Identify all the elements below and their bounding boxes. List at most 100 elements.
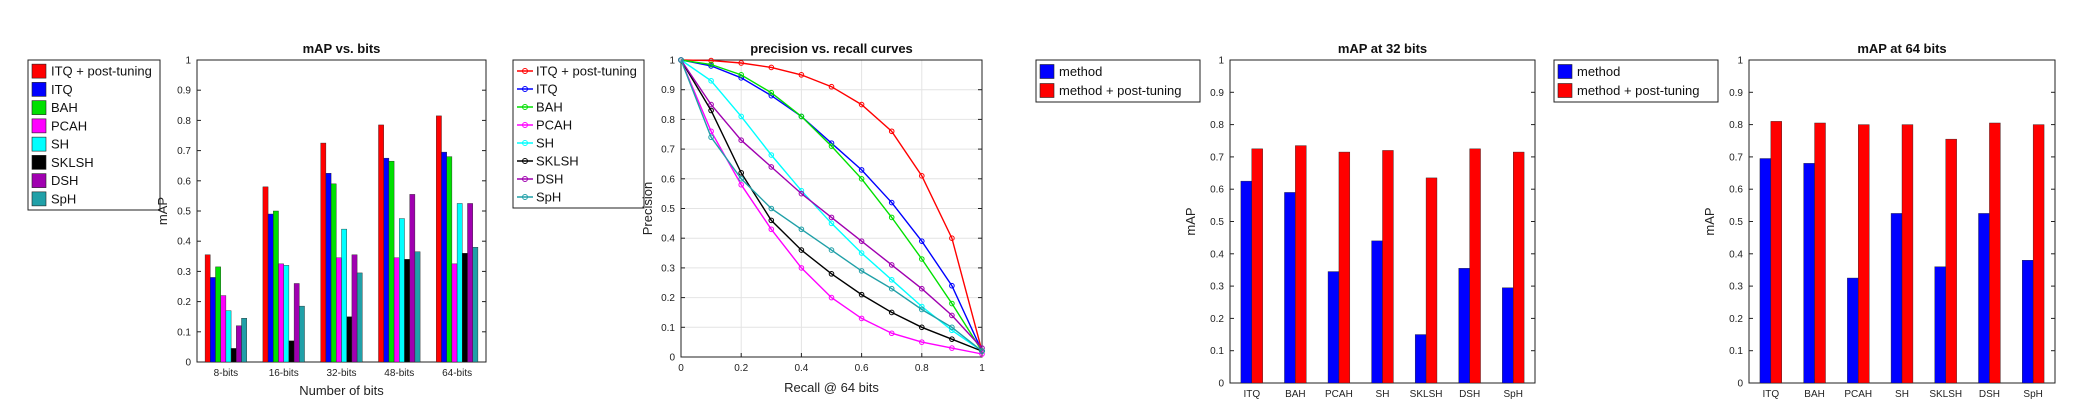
legend-label: BAH [536, 100, 563, 115]
bar [283, 265, 290, 363]
x-tick-label: 48-bits [384, 368, 414, 379]
data-point [949, 324, 955, 331]
data-point [738, 72, 745, 78]
data-point [798, 226, 805, 233]
y-tick-label: 0.1 [1729, 346, 1743, 357]
bar [225, 310, 232, 363]
legend-swatch [31, 173, 47, 188]
y-tick-label: 0.9 [661, 85, 675, 96]
data-point [888, 276, 895, 283]
legend-swatch [31, 118, 47, 134]
bar [1803, 163, 1815, 384]
data-point [919, 173, 925, 179]
x-tick-label: 8-bits [214, 368, 238, 379]
bar [1513, 151, 1525, 384]
x-tick-label: 1 [979, 363, 985, 374]
legend-label: DSH [536, 172, 563, 187]
bar [462, 253, 468, 363]
bar [1371, 240, 1383, 384]
y-tick-label: 0.5 [177, 207, 191, 218]
data-point [828, 247, 835, 253]
bar [388, 160, 395, 363]
y-tick-label: 0.4 [1729, 249, 1743, 260]
series-line [680, 59, 983, 352]
data-point [949, 336, 955, 342]
x-tick-label: SKLSH [1929, 389, 1962, 400]
bar [472, 247, 479, 363]
bar [288, 340, 295, 363]
x-tick-label: SKLSH [1410, 389, 1443, 400]
bar [404, 259, 410, 363]
data-point [738, 181, 745, 188]
legend-label: method [1577, 64, 1620, 79]
legend-swatch [1039, 83, 1055, 98]
data-point [888, 128, 895, 135]
x-axis-label: Recall @ 64 bits [784, 380, 879, 395]
bar [299, 305, 305, 363]
data-point [798, 113, 805, 120]
y-tick-label: 0.1 [1210, 346, 1224, 357]
data-point [798, 190, 805, 197]
bar [1502, 287, 1514, 384]
x-axis-label: Number of bits [299, 383, 384, 398]
y-axis-label: mAP [155, 197, 170, 225]
x-tick-label: BAH [1285, 389, 1306, 400]
legend-swatch [31, 191, 47, 207]
legend-marker [522, 104, 528, 110]
y-axis-label: mAP [1183, 207, 1198, 235]
data-point [798, 265, 805, 271]
x-tick-label: ITQ [1243, 389, 1260, 400]
series-line [680, 59, 983, 352]
bar [393, 257, 400, 363]
data-point [858, 167, 865, 173]
bar [1847, 277, 1859, 384]
data-point [979, 348, 985, 354]
data-point [888, 214, 895, 221]
y-tick-label: 0.2 [1729, 314, 1743, 325]
bar [1295, 145, 1307, 384]
chart-title: mAP at 64 bits [1857, 41, 1946, 56]
y-tick-label: 1 [185, 56, 191, 67]
legend-label: SpH [51, 191, 76, 206]
data-point [708, 134, 714, 141]
legend-label: ITQ + post-tuning [536, 64, 637, 79]
legend-swatch [31, 82, 47, 97]
data-point [708, 107, 714, 114]
bar [1425, 177, 1438, 384]
legend-marker [522, 68, 528, 74]
legend-label: method [1059, 64, 1102, 79]
data-point [858, 238, 865, 244]
data-point [828, 271, 835, 277]
bar [1458, 268, 1470, 384]
bar [204, 254, 211, 363]
y-tick-label: 1 [1218, 56, 1224, 67]
legend-label: ITQ [536, 82, 558, 97]
x-tick-label: 0.4 [794, 363, 808, 374]
data-point [768, 152, 775, 158]
bar [320, 142, 327, 363]
x-tick-label: SpH [1503, 389, 1522, 400]
chart-title: precision vs. recall curves [750, 41, 913, 56]
bar [436, 115, 442, 363]
bar [1469, 148, 1481, 384]
x-tick-label: SpH [2023, 389, 2042, 400]
data-point [949, 312, 955, 319]
bar [399, 218, 405, 363]
bar [467, 203, 473, 363]
bar [1759, 158, 1772, 384]
data-point [979, 351, 985, 357]
bar [446, 156, 453, 363]
bar [293, 283, 300, 363]
series-line [680, 59, 983, 349]
y-tick-label: 0 [1218, 379, 1224, 390]
legend-label: BAH [51, 100, 78, 115]
data-point [919, 324, 925, 331]
legend-box [27, 59, 161, 211]
y-tick-label: 0.5 [1729, 217, 1743, 228]
y-tick-label: 0.2 [1210, 314, 1224, 325]
data-point [858, 101, 865, 108]
legend-swatch [31, 100, 47, 115]
data-point [708, 57, 714, 64]
bar [1901, 124, 1914, 384]
y-tick-label: 0.6 [177, 176, 191, 187]
